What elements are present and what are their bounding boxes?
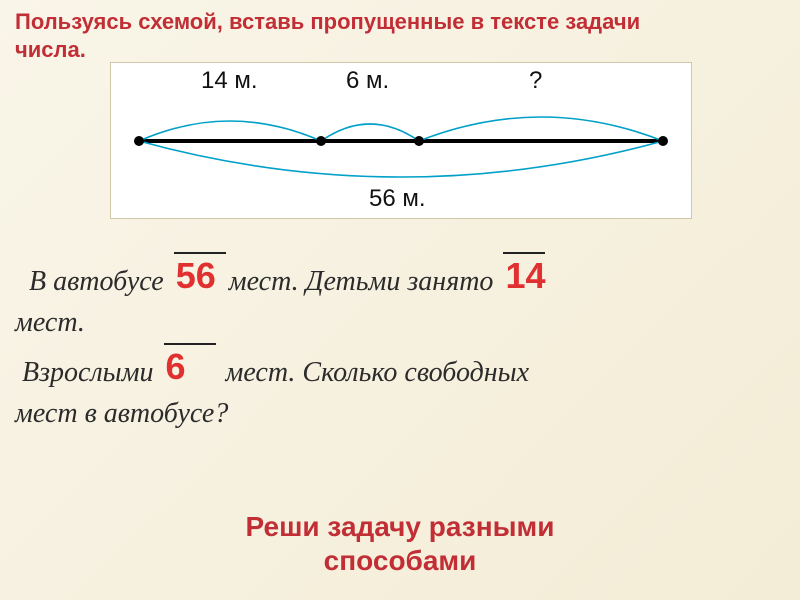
label-seg2: 6 м. — [346, 67, 389, 95]
arc-total — [139, 141, 663, 177]
p3b: мест. Сколько свободных — [226, 357, 530, 388]
arc-seg1 — [139, 121, 321, 141]
problem-text: В автобусе 56 мест. Детьми занято 14 мест… — [15, 252, 785, 434]
num-adults: 6 — [166, 341, 186, 393]
solve-line1: Реши задачу разными — [246, 511, 555, 542]
p4a: мест в автобусе? — [15, 398, 228, 429]
p2a: мест. — [15, 307, 85, 338]
instruction-line2: числа. — [15, 37, 86, 62]
instruction-text: Пользуясь схемой, вставь пропущенные в т… — [15, 8, 785, 63]
arc-seg3 — [419, 117, 663, 141]
label-seg1: 14 м. — [201, 67, 258, 95]
blank-adults: 6 — [164, 343, 216, 345]
num-total: 56 — [176, 250, 216, 302]
num-children: 14 — [505, 250, 545, 302]
p1b: мест. Детьми занято — [229, 266, 494, 297]
p3a: Взрослыми — [22, 357, 154, 388]
p1a: В автобусе — [29, 266, 164, 297]
blank-total: 56 — [174, 252, 226, 254]
label-seg3: ? — [529, 67, 542, 95]
solve-line2: способами — [324, 545, 477, 576]
point-2 — [316, 136, 326, 146]
arc-seg2 — [321, 124, 419, 141]
instruction-line1: Пользуясь схемой, вставь пропущенные в т… — [15, 9, 640, 34]
point-4 — [658, 136, 668, 146]
label-total: 56 м. — [369, 185, 426, 213]
solve-prompt: Реши задачу разными способами — [0, 510, 800, 577]
blank-children: 14 — [503, 252, 545, 254]
diagram-container: 14 м. 6 м. ? 56 м. — [110, 62, 692, 219]
point-1 — [134, 136, 144, 146]
point-3 — [414, 136, 424, 146]
